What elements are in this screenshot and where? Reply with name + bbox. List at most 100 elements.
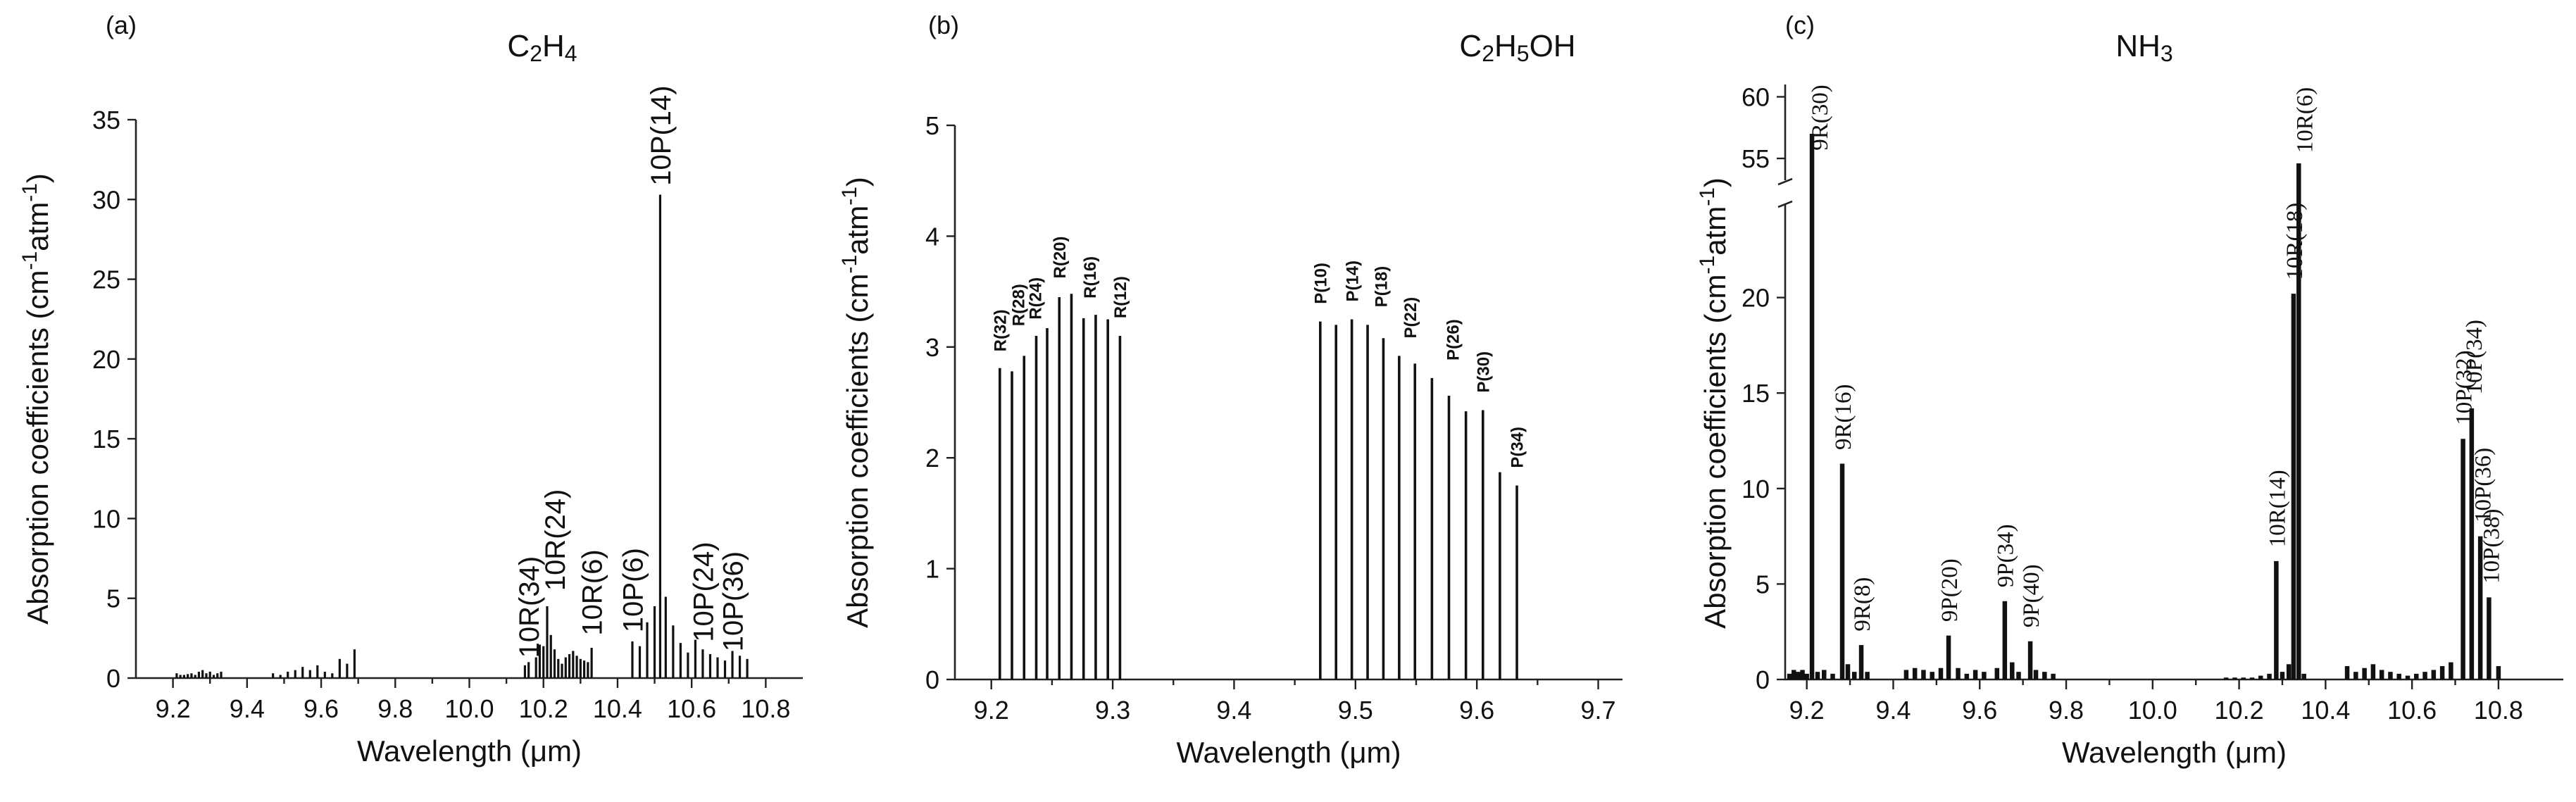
chart-title: NH3 bbox=[2115, 29, 2172, 66]
y-tick-label: 5 bbox=[1756, 570, 1770, 599]
y-tick-label: 20 bbox=[92, 345, 120, 374]
peak-annotation: 10R(6) bbox=[577, 549, 608, 635]
chart-title-part: 2 bbox=[1482, 41, 1494, 66]
peak-annotation: P(34) bbox=[1508, 427, 1527, 468]
y-axis-label-part: atm bbox=[841, 206, 874, 255]
y-tick-label: 0 bbox=[1756, 665, 1770, 694]
x-axis-label: Wavelength (μm) bbox=[1176, 736, 1401, 769]
y-axis-label-part: atm bbox=[1699, 206, 1732, 256]
y-tick-label: 5 bbox=[925, 111, 939, 140]
chart-title: C2H4 bbox=[507, 29, 577, 66]
peak-annotation: 9P(40) bbox=[2019, 564, 2044, 627]
chart-panel-2: 0 5 10 15 20 55 60 9.2 9.4 9.6 9.8 10.0 10.2 10.4 10.6… bbox=[1696, 11, 2563, 769]
x-tick-label: 10.4 bbox=[2301, 696, 2350, 725]
chart-panel-0: 0 5 10 15 20 25 30 35 9.2 9.4 9.6 9.8 10.0 10.2 10.4 10… bbox=[18, 11, 803, 767]
peak-annotation: 10R(24) bbox=[540, 489, 571, 591]
peak-annotation: P(26) bbox=[1444, 319, 1463, 361]
x-tick-label: 9.4 bbox=[230, 694, 265, 723]
x-tick-label: 10.8 bbox=[741, 694, 790, 723]
peak-annotation: 10P(6) bbox=[618, 548, 649, 632]
chart-title-part: NH bbox=[2115, 29, 2161, 63]
x-tick-label: 9.4 bbox=[1216, 696, 1251, 725]
peak-annotation: P(14) bbox=[1343, 261, 1362, 302]
y-axis-label: Absorption coefficients (cm-1atm-1) bbox=[1696, 177, 1732, 629]
peak-annotation: R(24) bbox=[1026, 277, 1045, 320]
y-tick-label: 4 bbox=[925, 222, 939, 251]
peak-annotation: R(16) bbox=[1081, 256, 1100, 299]
x-tick-label: 9.2 bbox=[974, 696, 1009, 725]
y-axis-label-part: Absorption coefficients (cm bbox=[1699, 274, 1732, 628]
y-tick-label: 1 bbox=[925, 555, 939, 584]
chart-title-part: H bbox=[542, 29, 565, 63]
peak-annotation: R(28) bbox=[1009, 284, 1028, 326]
chart-title-part: C bbox=[1459, 29, 1482, 63]
peak-annotation: 10P(14) bbox=[646, 85, 677, 185]
x-tick-label: 9.6 bbox=[304, 694, 339, 723]
x-tick-label: 10.4 bbox=[593, 694, 642, 723]
y-tick-label: 10 bbox=[92, 504, 120, 533]
x-tick-label: 9.8 bbox=[2049, 696, 2084, 725]
y-axis-label-part: -1 bbox=[838, 255, 861, 274]
y-axis-label-part: Absorption coefficients (cm bbox=[841, 273, 874, 627]
peak-annotation: 10R(18) bbox=[2282, 203, 2308, 280]
x-axis-label: Wavelength (μm) bbox=[2062, 736, 2287, 769]
y-axis-label-part: ) bbox=[841, 177, 874, 187]
x-tick-label: 9.4 bbox=[1875, 696, 1911, 725]
x-tick-label: 10.0 bbox=[444, 694, 494, 723]
x-tick-label: 9.6 bbox=[1962, 696, 1997, 725]
y-axis-label-part: -1 bbox=[18, 183, 42, 202]
peak-annotation: 9P(20) bbox=[1937, 558, 1963, 622]
y-axis-label-part: ) bbox=[21, 173, 54, 183]
x-tick-label: 9.8 bbox=[377, 694, 413, 723]
peak-annotation: 10P(38) bbox=[2480, 508, 2505, 583]
panel-label: (b) bbox=[928, 11, 959, 39]
peak-annotation: 10P(36) bbox=[718, 551, 749, 651]
peak-annotation: 9R(16) bbox=[1831, 384, 1856, 450]
y-axis-label-part: -1 bbox=[1696, 187, 1719, 206]
y-axis-label-part: Absorption coefficients (cm bbox=[21, 270, 54, 624]
panel-label: (a) bbox=[106, 11, 137, 39]
peak-annotation: 9R(30) bbox=[1808, 84, 1833, 151]
y-tick-label: 30 bbox=[92, 185, 120, 214]
peak-annotation: P(18) bbox=[1373, 266, 1392, 308]
y-axis-label: Absorption coefficients (cm-1atm-1) bbox=[18, 173, 55, 625]
peak-annotation: 10R(6) bbox=[2293, 87, 2318, 153]
peak-annotation: 9R(8) bbox=[1850, 577, 1875, 632]
y-tick-label: 2 bbox=[925, 444, 939, 472]
x-tick-label: 10.8 bbox=[2474, 696, 2523, 725]
panel-label: (c) bbox=[1785, 11, 1815, 39]
x-tick-label: 9.7 bbox=[1581, 696, 1616, 725]
axis-break-mark bbox=[1777, 200, 1793, 208]
chart-panel-1: 0 1 2 3 4 5 9.2 9.3 9.4 9.5 9.6 9.7 R(32)R(28)R(24) R… bbox=[838, 11, 1622, 769]
peak-annotation: R(32) bbox=[991, 309, 1010, 351]
x-tick-label: 9.2 bbox=[156, 694, 191, 723]
peak-annotation: P(22) bbox=[1401, 297, 1420, 339]
y-tick-label: 15 bbox=[1742, 379, 1770, 408]
y-tick-label: 10 bbox=[1742, 475, 1770, 503]
y-tick-label: 3 bbox=[925, 333, 939, 362]
y-tick-label: 5 bbox=[106, 584, 120, 613]
y-axis-label: Absorption coefficients (cm-1atm-1) bbox=[838, 177, 875, 628]
x-tick-label: 10.6 bbox=[667, 694, 716, 723]
peak-annotation: 10R(14) bbox=[2265, 470, 2290, 547]
y-tick-label: 0 bbox=[106, 664, 120, 693]
x-tick-label: 10.6 bbox=[2387, 696, 2437, 725]
x-axis-label: Wavelength (μm) bbox=[357, 734, 582, 767]
x-tick-label: 10.0 bbox=[2128, 696, 2177, 725]
peak-annotation: 10R(34) bbox=[514, 556, 545, 658]
y-tick-label: 35 bbox=[92, 106, 120, 134]
peak-annotation: R(20) bbox=[1051, 236, 1070, 278]
peak-annotation: R(12) bbox=[1111, 276, 1130, 318]
chart-title-part: OH bbox=[1530, 29, 1576, 63]
y-axis-label-part: -1 bbox=[838, 187, 861, 206]
x-tick-label: 9.2 bbox=[1789, 696, 1825, 725]
x-tick-label: 9.3 bbox=[1095, 696, 1130, 725]
peak-annotation: 9P(34) bbox=[1994, 524, 2019, 587]
peak-annotation: 10P(34) bbox=[2462, 320, 2487, 394]
y-tick-label: 25 bbox=[92, 265, 120, 294]
y-axis-label-part: -1 bbox=[1696, 256, 1719, 275]
chart-title-part: 5 bbox=[1517, 41, 1530, 66]
chart-title-part: C bbox=[507, 29, 530, 63]
y-tick-label: 20 bbox=[1742, 284, 1770, 313]
x-tick-label: 9.5 bbox=[1338, 696, 1373, 725]
